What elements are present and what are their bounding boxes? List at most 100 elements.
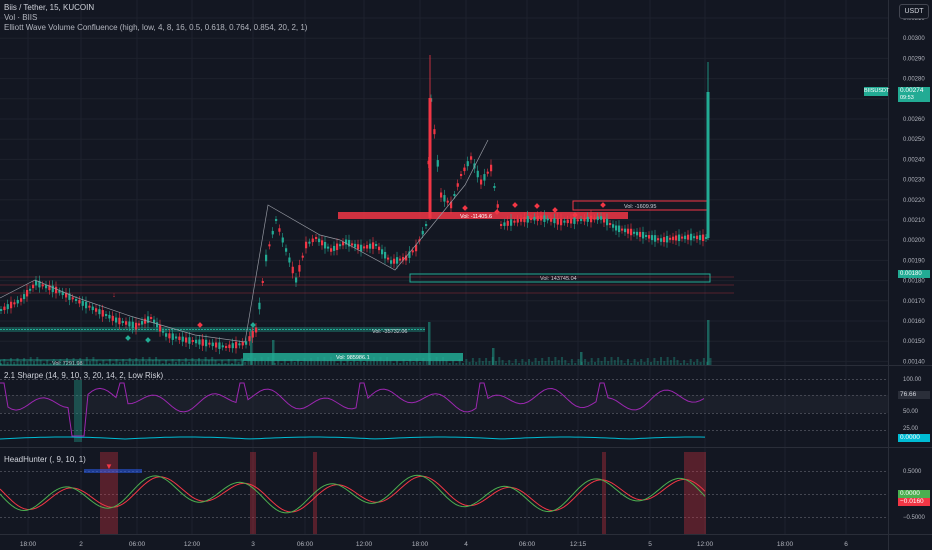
candle bbox=[159, 324, 162, 332]
time-axis-label: 4 bbox=[464, 541, 468, 548]
candle bbox=[536, 215, 539, 221]
candle bbox=[201, 339, 204, 346]
candle bbox=[466, 161, 469, 167]
volume-bar bbox=[707, 320, 710, 365]
candle bbox=[690, 233, 693, 241]
candle bbox=[48, 285, 51, 291]
headhunter-arrow-icon: ▼ bbox=[105, 462, 113, 471]
candle bbox=[51, 285, 54, 293]
candle bbox=[702, 234, 705, 242]
candle bbox=[265, 254, 268, 262]
candle bbox=[460, 174, 463, 176]
time-axis-label: 06:00 bbox=[519, 541, 536, 548]
candle bbox=[221, 345, 224, 348]
last-price-value: 0.00274 bbox=[898, 87, 930, 95]
candle bbox=[191, 340, 194, 342]
candle bbox=[78, 299, 81, 304]
sharpe-pane-title[interactable]: 2.1 Sharpe (14, 9, 10, 3, 20, 14, 2, Low… bbox=[4, 371, 164, 380]
candle bbox=[366, 245, 369, 249]
candle bbox=[669, 237, 672, 240]
candle bbox=[543, 215, 546, 222]
price-tick-label: 0.00300 bbox=[903, 36, 925, 42]
candle bbox=[115, 317, 118, 323]
volume-bar bbox=[250, 330, 253, 365]
candle bbox=[345, 239, 348, 245]
headhunter-pane-title[interactable]: HeadHunter (, 9, 10, 1) bbox=[4, 455, 86, 464]
candle bbox=[218, 342, 221, 349]
candle bbox=[32, 284, 35, 289]
candle bbox=[295, 277, 298, 283]
candle bbox=[241, 341, 244, 346]
candle bbox=[255, 327, 258, 333]
candle bbox=[621, 228, 624, 231]
candle bbox=[396, 257, 399, 264]
zone-support-volume[interactable] bbox=[243, 353, 463, 361]
bearish-marker bbox=[600, 202, 606, 208]
candle bbox=[336, 243, 339, 251]
candle bbox=[408, 251, 411, 258]
indicator-legend[interactable]: Elliott Wave Volume Confluence (high, lo… bbox=[4, 23, 308, 32]
candle bbox=[443, 195, 446, 202]
candle bbox=[593, 217, 596, 220]
candle bbox=[550, 218, 553, 222]
candle bbox=[215, 342, 218, 348]
zone-resistance-main[interactable] bbox=[338, 212, 628, 219]
price-tick-label: 0.00260 bbox=[903, 117, 925, 123]
bullish-marker bbox=[125, 335, 131, 341]
candle bbox=[245, 341, 248, 345]
candle bbox=[402, 257, 405, 261]
bearish-marker bbox=[572, 212, 578, 218]
candle bbox=[580, 219, 583, 221]
candle bbox=[327, 246, 330, 249]
zone-label: Vol: 7291.98 bbox=[52, 361, 83, 367]
candle bbox=[101, 310, 104, 317]
price-tick-label: 0.00180 bbox=[903, 279, 925, 285]
candle bbox=[41, 284, 44, 287]
headhunter-tick-label: 0.5000 bbox=[903, 469, 922, 475]
zone-support-bottom[interactable] bbox=[0, 359, 244, 366]
candle bbox=[23, 294, 26, 300]
candle bbox=[493, 186, 496, 188]
candle bbox=[590, 215, 593, 223]
candle bbox=[433, 129, 436, 135]
candle bbox=[573, 217, 576, 224]
candle bbox=[339, 244, 342, 247]
candle bbox=[651, 235, 654, 241]
candle bbox=[603, 217, 606, 223]
down-arrow-icon: ↓ bbox=[112, 292, 116, 299]
symbol-legend[interactable]: Biis / Tether, 15, KUCOIN bbox=[4, 3, 95, 12]
candle bbox=[342, 241, 345, 246]
zone-support-mid[interactable] bbox=[409, 273, 711, 283]
price-tick-label: 0.00150 bbox=[903, 339, 925, 345]
currency-button[interactable]: USDT bbox=[899, 4, 929, 19]
candle bbox=[135, 322, 138, 330]
candle bbox=[248, 336, 251, 342]
candle bbox=[35, 280, 38, 286]
candle bbox=[285, 248, 288, 252]
price-tick-label: 0.00290 bbox=[903, 56, 925, 62]
headhunter-red-badge: −0.0160 bbox=[898, 498, 930, 506]
candle bbox=[118, 317, 121, 325]
candle bbox=[98, 309, 101, 315]
candle bbox=[436, 160, 439, 167]
candle bbox=[138, 323, 141, 326]
candle bbox=[208, 342, 211, 345]
candle bbox=[351, 243, 354, 246]
candle bbox=[463, 167, 466, 172]
candle bbox=[446, 200, 449, 203]
time-axis-label: 06:00 bbox=[129, 541, 146, 548]
candle bbox=[657, 238, 660, 241]
candle bbox=[486, 171, 489, 174]
candle bbox=[596, 216, 599, 221]
candle bbox=[258, 302, 261, 310]
bearish-marker bbox=[552, 207, 558, 213]
candle bbox=[225, 346, 228, 348]
zone-support-low[interactable] bbox=[0, 327, 425, 332]
candle bbox=[131, 321, 134, 329]
candle bbox=[68, 293, 71, 300]
candle bbox=[705, 237, 708, 239]
zone-label: Vol: -35732.06 bbox=[372, 329, 407, 335]
volume-legend[interactable]: Vol · BIIS bbox=[4, 13, 38, 22]
